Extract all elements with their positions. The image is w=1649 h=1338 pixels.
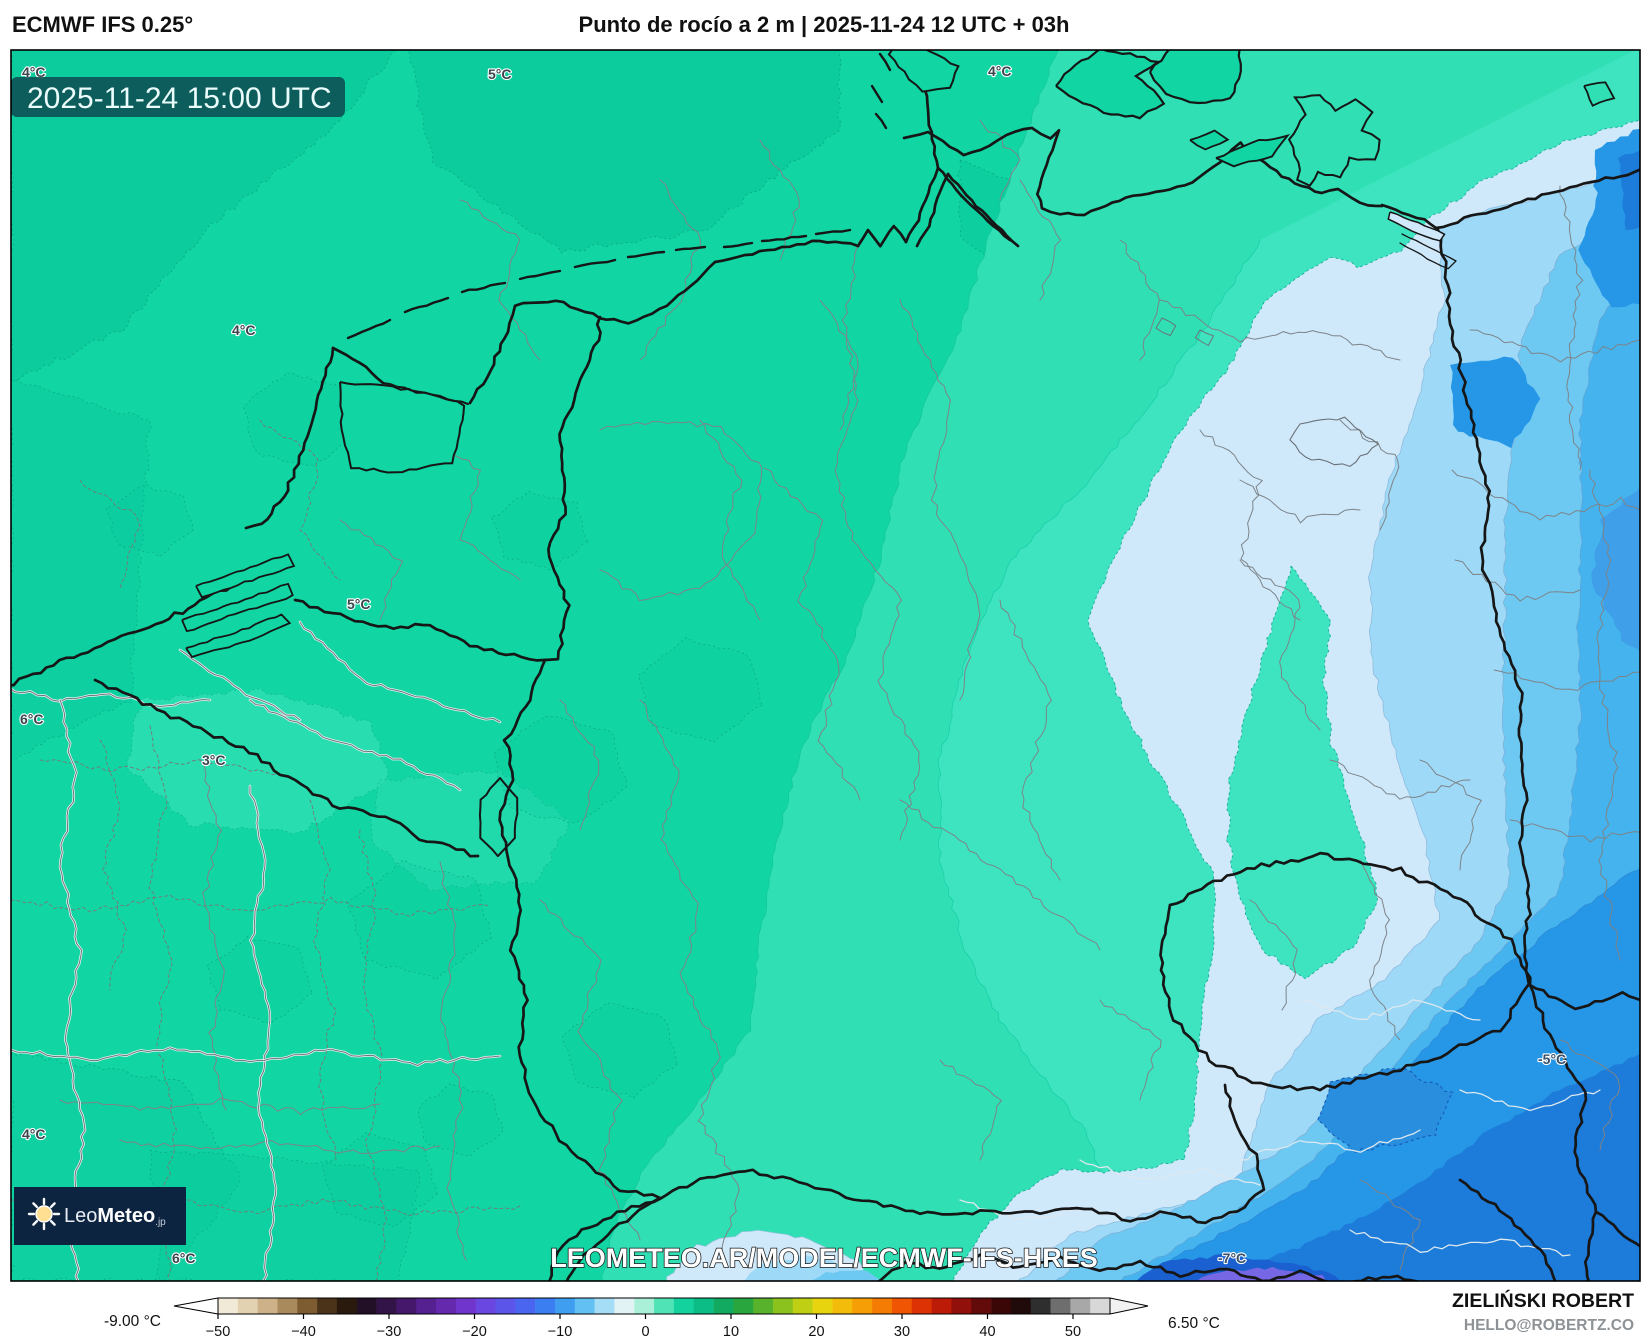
svg-text:4°C: 4°C	[232, 322, 256, 338]
svg-text:−40: −40	[291, 1324, 316, 1338]
svg-text:-5°C: -5°C	[1538, 1051, 1566, 1067]
svg-text:ECMWF IFS 0.25°: ECMWF IFS 0.25°	[12, 12, 193, 37]
svg-text:−50: −50	[206, 1324, 231, 1338]
svg-text:30: 30	[894, 1324, 910, 1338]
svg-text:HELLO@ROBERTZ.CO: HELLO@ROBERTZ.CO	[1464, 1317, 1634, 1334]
svg-text:5°C: 5°C	[488, 66, 512, 82]
svg-text:LEOMETEO.AR/MODEL/ECMWF-IFS-HR: LEOMETEO.AR/MODEL/ECMWF-IFS-HRES	[550, 1243, 1097, 1273]
svg-text:Punto de rocío a 2 m | 2025-11: Punto de rocío a 2 m | 2025-11-24 12 UTC…	[579, 12, 1070, 37]
svg-text:10: 10	[723, 1324, 739, 1338]
svg-text:20: 20	[808, 1324, 824, 1338]
svg-text:-7°C: -7°C	[1218, 1250, 1246, 1266]
svg-text:ZIELIŃSKI ROBERT: ZIELIŃSKI ROBERT	[1452, 1289, 1634, 1312]
svg-text:LeoMeteo.jp: LeoMeteo.jp	[64, 1205, 166, 1228]
svg-text:4°C: 4°C	[988, 63, 1012, 79]
svg-text:6.50 °C: 6.50 °C	[1168, 1315, 1220, 1332]
svg-text:2025-11-24 15:00 UTC: 2025-11-24 15:00 UTC	[27, 82, 332, 115]
svg-text:6°C: 6°C	[172, 1250, 196, 1266]
svg-text:50: 50	[1065, 1324, 1081, 1338]
svg-text:6°C: 6°C	[20, 711, 44, 727]
svg-text:40: 40	[979, 1324, 995, 1338]
svg-text:-9.00 °C: -9.00 °C	[104, 1313, 161, 1330]
svg-text:−30: −30	[377, 1324, 402, 1338]
svg-text:4°C: 4°C	[22, 64, 46, 80]
svg-text:3°C: 3°C	[202, 752, 226, 768]
svg-text:0: 0	[641, 1324, 649, 1338]
svg-text:−10: −10	[548, 1324, 573, 1338]
svg-text:4°C: 4°C	[22, 1126, 46, 1142]
svg-text:5°C: 5°C	[347, 596, 371, 612]
svg-text:−20: −20	[462, 1324, 487, 1338]
